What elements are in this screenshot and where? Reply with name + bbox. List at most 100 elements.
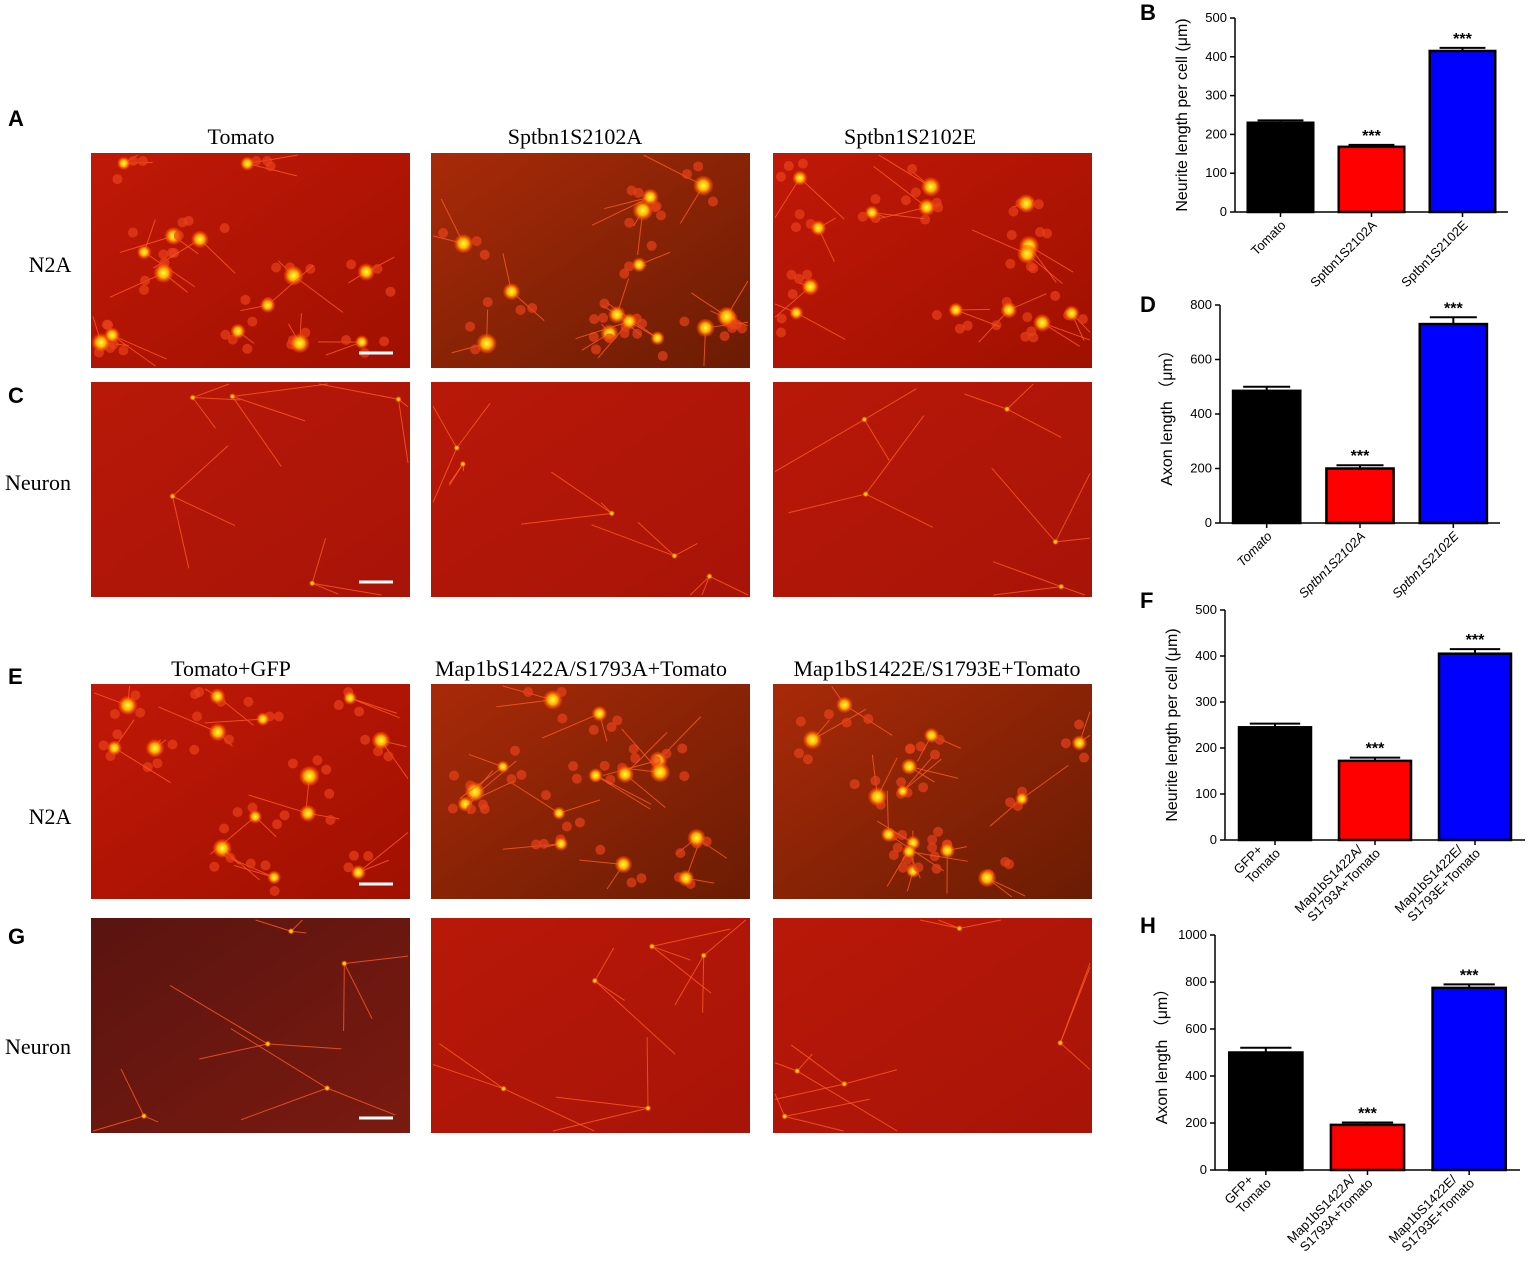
cell-debris [571,773,582,784]
cell-body [341,960,348,967]
cell-body [264,1040,271,1047]
cell-debris [346,259,357,270]
bar [1227,1051,1304,1172]
y-axis-label: Neurite length per cell (μm) [1164,628,1181,821]
y-tick-label: 800 [1190,297,1212,312]
neurite [674,543,698,557]
bar [1329,1123,1406,1172]
cell-debris [802,754,813,765]
cell-body [693,175,714,196]
y-tick-label: 600 [1190,352,1212,367]
cell-body [1052,538,1059,545]
x-tick-label: Map1bS1422E/S1793E+Tomato [1386,1165,1478,1257]
cell-debris [363,851,374,862]
y-tick-label: 200 [1205,126,1227,141]
neurite [1059,962,1091,1044]
cell-debris [243,696,254,707]
cell-body [324,1085,331,1092]
cell-debris [561,821,572,832]
cell-debris [931,863,942,874]
neurite [709,575,749,596]
neurite [886,790,889,835]
cell-body [650,762,670,783]
cell-body [616,765,634,783]
row-label: N2A [29,252,72,277]
x-tick-label: Map1bS1422A/S1793A+Tomato [1284,1165,1376,1257]
neurite [1061,586,1086,596]
neurite [172,496,190,569]
micrograph-content [432,919,747,1132]
significance: *** [1362,128,1381,145]
neurite [120,1068,145,1117]
micrograph-content [94,685,409,896]
cell-debris [870,194,881,205]
cell-debris [913,862,924,873]
cell-debris [385,286,396,297]
micrograph-content [92,919,409,1132]
cell-debris [112,729,123,740]
cell-debris [636,873,647,884]
cell-body [355,335,369,349]
neurite [231,396,282,467]
x-tick-label-line: Sptbn1S2102E [1389,528,1462,601]
significance: *** [1453,31,1472,48]
cell-body [543,690,563,710]
cell-debris [128,156,139,166]
x-tick-label-line: Tomato [1248,218,1289,259]
neurite [459,766,504,799]
neurite [646,1037,649,1109]
cell-body [677,870,694,887]
cell-debris [900,195,911,206]
cell-debris [737,323,747,334]
cell-body [803,730,822,750]
neurite [594,980,625,1001]
cell-debris [791,222,802,233]
neurite [919,919,960,929]
cell-body [862,491,869,498]
cell-debris [1008,206,1019,217]
neurite [871,212,925,220]
cell-body [283,265,304,286]
neurite [971,229,1028,255]
x-tick-label: Sptbn1S2102E [1398,217,1471,290]
cell-debris [471,236,482,247]
cell-debris [479,249,490,260]
cell-debris [557,713,568,724]
cell-debris [920,214,931,225]
micrograph-content [169,383,409,596]
neurite [343,963,373,1019]
x-tick-label: Sptbn1S2102E [1389,528,1462,601]
cell-body [1058,583,1065,590]
cell-debris [907,163,918,174]
neurite [255,919,292,932]
cell-debris [628,743,639,754]
y-tick-label: 0 [1205,515,1212,530]
y-tick-label: 200 [1190,461,1212,476]
cell-debris [477,799,488,810]
cell-debris [466,804,477,815]
cell-body [700,952,707,959]
cell-body [861,416,868,423]
x-tick-label: Sptbn1S2102A [1296,529,1368,601]
panel-label: H [1140,913,1156,938]
cell-debris [896,777,907,788]
cell-debris [568,761,579,772]
cell-debris [341,334,352,345]
cell-debris [343,862,354,873]
neurite [558,799,601,814]
cell-debris [849,779,860,790]
neurite [542,713,600,739]
cell-body [372,731,391,750]
cell-body [212,839,232,858]
cell-body [956,925,963,932]
neurite [774,1093,786,1117]
neurite [651,928,731,947]
panel-label: E [8,664,23,689]
cell-debris [271,262,282,273]
cell-body [140,1112,147,1119]
neurite [651,945,691,961]
cell-body [608,510,615,517]
neurite [1059,1042,1091,1070]
neurite [192,397,240,401]
y-tick-label: 500 [1195,602,1217,617]
